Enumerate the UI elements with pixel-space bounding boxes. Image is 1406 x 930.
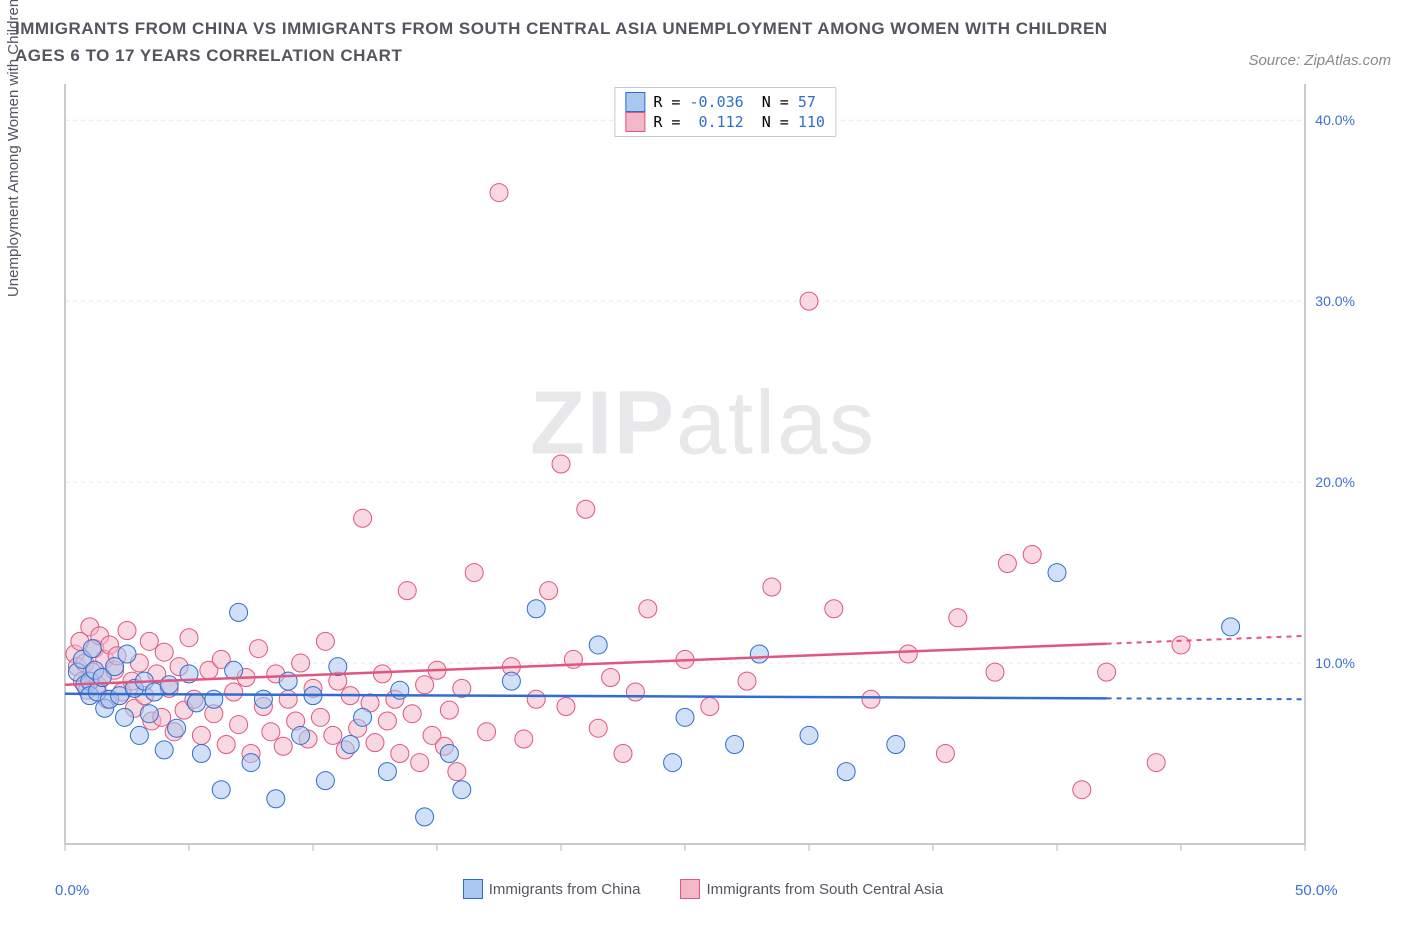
swatch-sca-icon bbox=[680, 879, 700, 899]
scatter-plot-svg: 10.0% 20.0% 30.0% 40.0% bbox=[15, 79, 1391, 874]
chart-container: Unemployment Among Women with Children A… bbox=[15, 79, 1391, 899]
svg-text:20.0%: 20.0% bbox=[1315, 474, 1355, 490]
swatch-sca bbox=[625, 112, 645, 132]
legend-row-china: R = -0.036 N = 57 bbox=[625, 92, 825, 112]
swatch-china bbox=[625, 92, 645, 112]
svg-text:10.0%: 10.0% bbox=[1315, 655, 1355, 671]
chart-title: IMMIGRANTS FROM CHINA VS IMMIGRANTS FROM… bbox=[15, 15, 1115, 69]
svg-text:40.0%: 40.0% bbox=[1315, 113, 1355, 129]
source-credit: Source: ZipAtlas.com bbox=[1248, 52, 1391, 69]
legend-label-china: Immigrants from China bbox=[489, 881, 641, 898]
y-axis-label: Unemployment Among Women with Children A… bbox=[5, 0, 22, 297]
x-axis-max: 50.0% bbox=[1295, 882, 1338, 899]
legend-label-sca: Immigrants from South Central Asia bbox=[706, 881, 943, 898]
swatch-china-icon bbox=[463, 879, 483, 899]
x-axis-min: 0.0% bbox=[55, 882, 89, 899]
correlation-legend: R = -0.036 N = 57 R = 0.112 N = 110 bbox=[614, 87, 836, 137]
legend-item-china: Immigrants from China bbox=[463, 879, 641, 899]
svg-text:30.0%: 30.0% bbox=[1315, 294, 1355, 310]
legend-item-sca: Immigrants from South Central Asia bbox=[680, 879, 943, 899]
legend-row-sca: R = 0.112 N = 110 bbox=[625, 112, 825, 132]
series-legend: 0.0% Immigrants from China Immigrants fr… bbox=[15, 879, 1391, 899]
